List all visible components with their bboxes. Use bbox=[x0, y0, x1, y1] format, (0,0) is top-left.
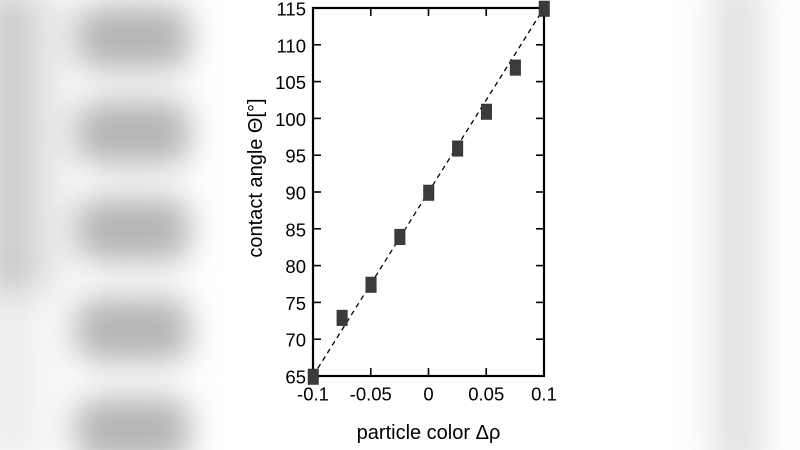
svg-text:contact angle Θ[°]: contact angle Θ[°] bbox=[245, 98, 267, 257]
svg-text:70: 70 bbox=[285, 330, 306, 351]
svg-text:100: 100 bbox=[275, 109, 306, 130]
svg-text:85: 85 bbox=[285, 219, 306, 240]
svg-text:115: 115 bbox=[277, 0, 307, 20]
svg-text:particle color Δρ: particle color Δρ bbox=[357, 422, 501, 444]
svg-text:0: 0 bbox=[423, 384, 433, 405]
svg-text:95: 95 bbox=[285, 146, 306, 167]
svg-text:105: 105 bbox=[275, 72, 306, 93]
svg-text:75: 75 bbox=[285, 293, 306, 314]
svg-text:0.1: 0.1 bbox=[531, 384, 557, 405]
svg-text:0.05: 0.05 bbox=[468, 384, 504, 405]
svg-text:80: 80 bbox=[285, 256, 306, 277]
svg-text:-0.05: -0.05 bbox=[350, 384, 392, 405]
svg-text:110: 110 bbox=[277, 35, 307, 56]
svg-text:90: 90 bbox=[285, 183, 306, 204]
svg-text:-0.1: -0.1 bbox=[297, 384, 329, 405]
